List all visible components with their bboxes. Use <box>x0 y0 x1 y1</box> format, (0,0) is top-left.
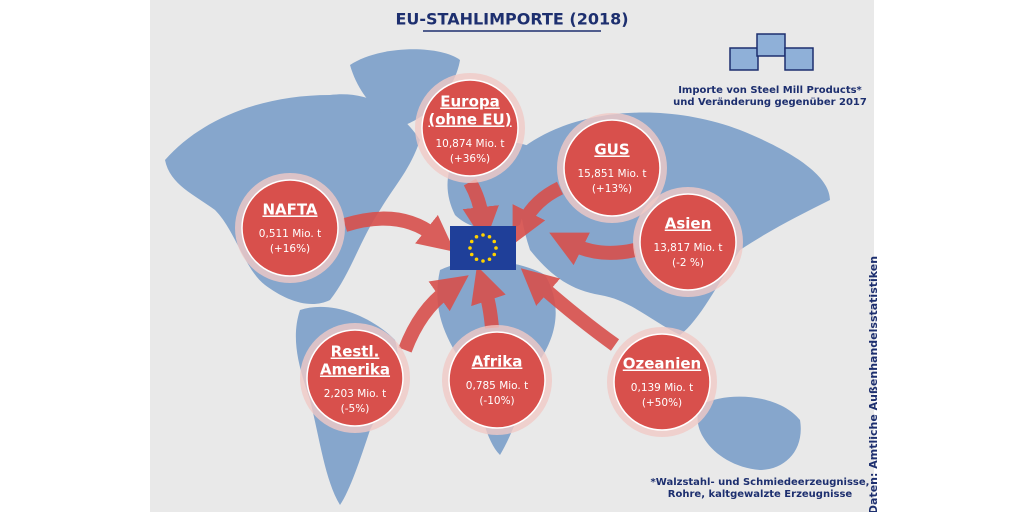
region-circle <box>639 193 737 291</box>
region-name: GUS <box>594 141 629 159</box>
steel-icon <box>729 33 814 71</box>
flag-star <box>492 239 497 244</box>
region-name: (ohne EU) <box>428 111 511 129</box>
arrow <box>512 181 564 245</box>
arrow <box>471 265 506 329</box>
title: EU-STAHLIMPORTE (2018) <box>395 10 628 29</box>
flag-star <box>494 246 498 250</box>
region-volume: 2,203 Mio. t <box>324 388 386 400</box>
region-change: (+16%) <box>270 243 310 255</box>
region-name: Amerika <box>320 361 390 379</box>
region-volume: 0,139 Mio. t <box>631 382 693 394</box>
eu-flag <box>450 226 516 270</box>
region-circle <box>306 329 404 427</box>
region-volume: 0,785 Mio. t <box>466 380 528 392</box>
region-change: (+36%) <box>450 153 490 165</box>
footnote-line: *Walzstahl- und Schmiedeerzeugnisse, <box>651 477 870 488</box>
region-change: (+50%) <box>642 397 682 409</box>
arrow <box>520 268 620 351</box>
region-volume: 0,511 Mio. t <box>259 228 321 240</box>
flag-star <box>481 259 485 263</box>
region-circle <box>241 179 339 277</box>
arrow <box>462 178 499 244</box>
footnote-line: Rohre, kaltgewalzte Erzeugnisse <box>668 489 853 500</box>
flag-star <box>469 252 474 257</box>
region-change: (-5%) <box>341 403 370 415</box>
region-name: Europa <box>440 93 500 111</box>
flag-star <box>468 246 472 250</box>
flag-star <box>481 233 485 237</box>
flag-star <box>492 252 497 257</box>
arrow <box>342 211 455 252</box>
region-volume: 15,851 Mio. t <box>577 168 646 180</box>
flag-star <box>474 234 479 239</box>
region-name: Asien <box>665 215 712 233</box>
regions: Europa(ohne EU) 10,874 Mio. t (+36%) GUS 15,… <box>235 73 743 437</box>
legend-line: Importe von Steel Mill Products* <box>678 85 862 96</box>
region-circle <box>563 119 661 217</box>
region-volume: 13,817 Mio. t <box>653 242 722 254</box>
region-change: (-10%) <box>479 395 514 407</box>
region-change: (+13%) <box>592 183 632 195</box>
region-name: NAFTA <box>262 201 317 219</box>
legend-line: und Veränderung gegenüber 2017 <box>673 97 867 108</box>
arrow <box>398 275 469 353</box>
region-circle <box>421 79 519 177</box>
region-change: (-2 %) <box>672 257 704 269</box>
flag-star <box>474 257 479 262</box>
region-name: Ozeanien <box>623 355 701 373</box>
region-name: Afrika <box>472 353 523 371</box>
arrow <box>549 232 637 266</box>
region-circle <box>448 331 546 429</box>
flag-star <box>487 257 492 262</box>
arrows <box>342 178 637 353</box>
region-circle <box>613 333 711 431</box>
region-name: Restl. <box>331 343 380 361</box>
region-volume: 10,874 Mio. t <box>435 138 504 150</box>
flag-star <box>487 234 492 239</box>
flag-star <box>469 239 474 244</box>
source: Daten: Amtliche Außenhandelsstatistiken <box>867 256 880 512</box>
